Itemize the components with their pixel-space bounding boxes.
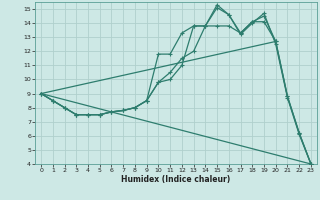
X-axis label: Humidex (Indice chaleur): Humidex (Indice chaleur) [121, 175, 231, 184]
